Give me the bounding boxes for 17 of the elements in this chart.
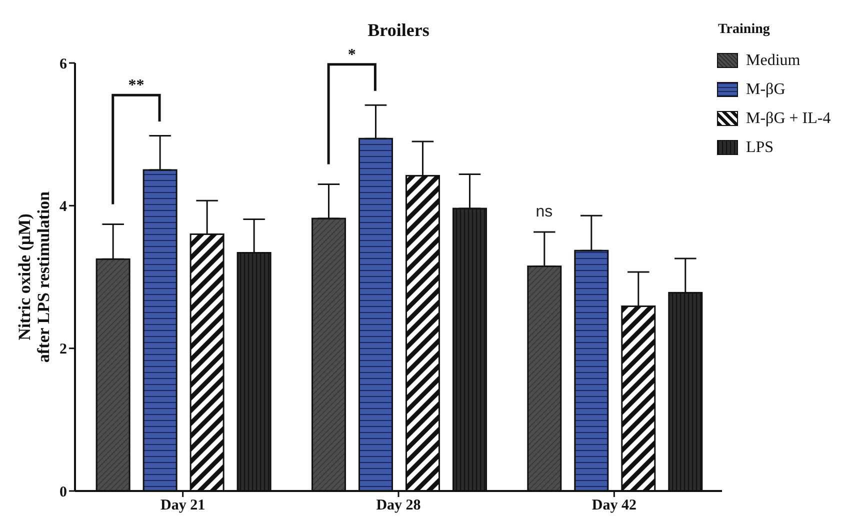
x-tick-label: Day 42 [592, 498, 636, 514]
legend-label: LPS [746, 138, 774, 156]
annotation: * [348, 46, 356, 64]
y-tick-label: 4 [60, 198, 68, 215]
x-tick-label: Day 28 [376, 498, 421, 514]
y-tick-label: 6 [60, 56, 68, 72]
annotation: ** [128, 77, 144, 94]
legend-label: Medium [746, 52, 800, 70]
annotation: ns [536, 203, 553, 220]
legend-label: M-βG [746, 80, 786, 98]
y-tick-label: 0 [60, 484, 67, 500]
y-tick-label: 2 [60, 342, 67, 358]
legend-label: M-βG + IL-4 [746, 110, 831, 128]
y-axis-title: Nitric oxide (μM) after LPS restimulation [15, 190, 53, 363]
legend-title: Training [718, 22, 771, 38]
x-tick-label: Day 21 [160, 498, 206, 514]
chart-title: Broilers [368, 20, 430, 40]
